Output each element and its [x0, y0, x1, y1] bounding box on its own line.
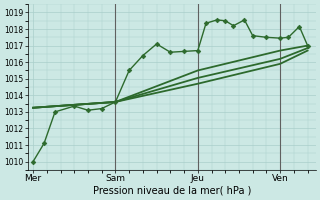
- X-axis label: Pression niveau de la mer( hPa ): Pression niveau de la mer( hPa ): [92, 186, 251, 196]
